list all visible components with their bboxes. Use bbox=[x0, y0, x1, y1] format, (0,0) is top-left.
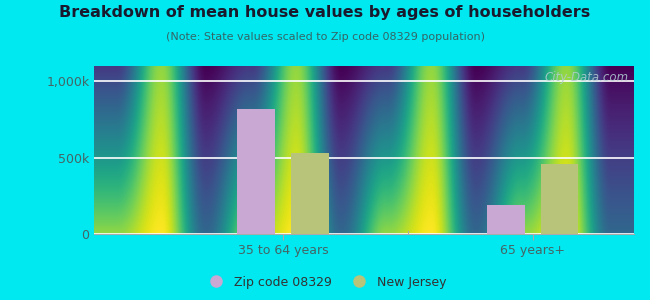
Bar bbox=[487, 205, 525, 234]
Bar bbox=[541, 164, 578, 234]
Bar bbox=[237, 109, 275, 234]
Text: Breakdown of mean house values by ages of householders: Breakdown of mean house values by ages o… bbox=[59, 4, 591, 20]
Bar bbox=[291, 153, 329, 234]
Text: City-Data.com: City-Data.com bbox=[544, 71, 629, 84]
Legend: Zip code 08329, New Jersey: Zip code 08329, New Jersey bbox=[199, 271, 451, 294]
Text: (Note: State values scaled to Zip code 08329 population): (Note: State values scaled to Zip code 0… bbox=[166, 32, 484, 41]
